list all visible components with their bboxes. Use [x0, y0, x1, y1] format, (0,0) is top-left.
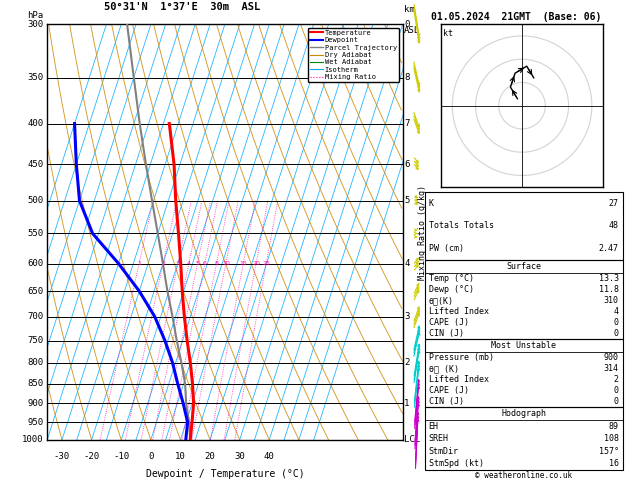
Text: 15: 15	[240, 261, 247, 266]
Bar	[425, 407, 623, 469]
Text: 850: 850	[28, 379, 43, 388]
Text: 3: 3	[176, 261, 180, 266]
Text: 48: 48	[609, 222, 619, 230]
Text: θᴇ(K): θᴇ(K)	[428, 296, 454, 305]
Text: Temp (°C): Temp (°C)	[428, 274, 474, 283]
Text: 650: 650	[28, 287, 43, 295]
Text: 4: 4	[614, 307, 619, 316]
Text: Dewp (°C): Dewp (°C)	[428, 285, 474, 294]
Text: 30: 30	[234, 452, 245, 461]
Text: 0: 0	[404, 20, 409, 29]
Text: 20: 20	[204, 452, 216, 461]
Text: 11.8: 11.8	[599, 285, 619, 294]
Text: 0: 0	[614, 318, 619, 327]
Bar	[425, 339, 623, 407]
Text: -30: -30	[54, 452, 70, 461]
Text: 25: 25	[262, 261, 270, 266]
Text: 500: 500	[28, 196, 43, 205]
Text: Most Unstable: Most Unstable	[491, 342, 556, 350]
Text: 4: 4	[404, 259, 409, 268]
Text: PW (cm): PW (cm)	[428, 244, 464, 253]
Text: 400: 400	[28, 119, 43, 128]
Text: © weatheronline.co.uk: © weatheronline.co.uk	[475, 471, 572, 480]
Text: CAPE (J): CAPE (J)	[428, 386, 469, 396]
Text: 6: 6	[404, 160, 409, 169]
Text: 7: 7	[404, 119, 409, 128]
Text: 900: 900	[28, 399, 43, 408]
Text: 350: 350	[28, 73, 43, 82]
Bar	[425, 192, 623, 260]
Text: Dewpoint / Temperature (°C): Dewpoint / Temperature (°C)	[145, 469, 304, 479]
Text: 10: 10	[222, 261, 230, 266]
Text: 0: 0	[148, 452, 153, 461]
Text: 310: 310	[604, 296, 619, 305]
Text: 750: 750	[28, 336, 43, 345]
Text: 900: 900	[604, 353, 619, 363]
Text: ASL: ASL	[404, 26, 420, 35]
Text: km: km	[404, 5, 415, 14]
Text: 0: 0	[614, 330, 619, 338]
Text: EH: EH	[428, 422, 438, 431]
Text: 950: 950	[28, 417, 43, 427]
Text: 0: 0	[614, 386, 619, 396]
Text: θᴇ (K): θᴇ (K)	[428, 364, 459, 373]
Text: StmSpd (kt): StmSpd (kt)	[428, 459, 484, 468]
Text: K: K	[428, 199, 433, 208]
Text: Hodograph: Hodograph	[501, 409, 546, 418]
Text: 108: 108	[604, 434, 619, 443]
Text: LCL: LCL	[404, 435, 420, 444]
Text: 2: 2	[161, 261, 165, 266]
Text: 2: 2	[404, 358, 409, 367]
Text: 1: 1	[404, 399, 409, 408]
Text: 2.47: 2.47	[599, 244, 619, 253]
Bar	[425, 260, 623, 339]
Text: -10: -10	[113, 452, 130, 461]
Text: 20: 20	[252, 261, 260, 266]
Text: 600: 600	[28, 259, 43, 268]
Text: 300: 300	[28, 20, 43, 29]
Text: SREH: SREH	[428, 434, 448, 443]
Text: Pressure (mb): Pressure (mb)	[428, 353, 494, 363]
Text: 89: 89	[609, 422, 619, 431]
Text: 1000: 1000	[22, 435, 43, 444]
Text: 01.05.2024  21GMT  (Base: 06): 01.05.2024 21GMT (Base: 06)	[431, 12, 601, 22]
Text: 27: 27	[609, 199, 619, 208]
Text: Totals Totals: Totals Totals	[428, 222, 494, 230]
Text: StmDir: StmDir	[428, 447, 459, 456]
Text: 5: 5	[196, 261, 199, 266]
Text: 4: 4	[187, 261, 191, 266]
Text: 314: 314	[604, 364, 619, 373]
Legend: Temperature, Dewpoint, Parcel Trajectory, Dry Adiabat, Wet Adiabat, Isotherm, Mi: Temperature, Dewpoint, Parcel Trajectory…	[308, 28, 399, 82]
Text: 6: 6	[203, 261, 207, 266]
Text: Lifted Index: Lifted Index	[428, 307, 489, 316]
Text: 450: 450	[28, 160, 43, 169]
Text: 2: 2	[614, 375, 619, 384]
Text: 40: 40	[264, 452, 275, 461]
Text: 3: 3	[404, 312, 409, 321]
Text: 800: 800	[28, 358, 43, 367]
Text: 157°: 157°	[599, 447, 619, 456]
Text: 10: 10	[175, 452, 186, 461]
Text: 700: 700	[28, 312, 43, 321]
Text: 1: 1	[137, 261, 141, 266]
Text: hPa: hPa	[28, 11, 43, 20]
Text: 50°31'N  1°37'E  30m  ASL: 50°31'N 1°37'E 30m ASL	[104, 2, 260, 12]
Text: -20: -20	[84, 452, 99, 461]
Text: 0: 0	[614, 398, 619, 406]
Text: CAPE (J): CAPE (J)	[428, 318, 469, 327]
Text: 550: 550	[28, 229, 43, 238]
Text: Lifted Index: Lifted Index	[428, 375, 489, 384]
Text: 8: 8	[404, 73, 409, 82]
Text: Mixing Ratio (g/kg): Mixing Ratio (g/kg)	[418, 185, 426, 279]
Text: 8: 8	[214, 261, 218, 266]
Text: kt: kt	[443, 29, 453, 38]
Text: Surface: Surface	[506, 262, 541, 271]
Text: CIN (J): CIN (J)	[428, 398, 464, 406]
Text: CIN (J): CIN (J)	[428, 330, 464, 338]
Text: 13.3: 13.3	[599, 274, 619, 283]
Text: 5: 5	[404, 196, 409, 205]
Text: 16: 16	[609, 459, 619, 468]
